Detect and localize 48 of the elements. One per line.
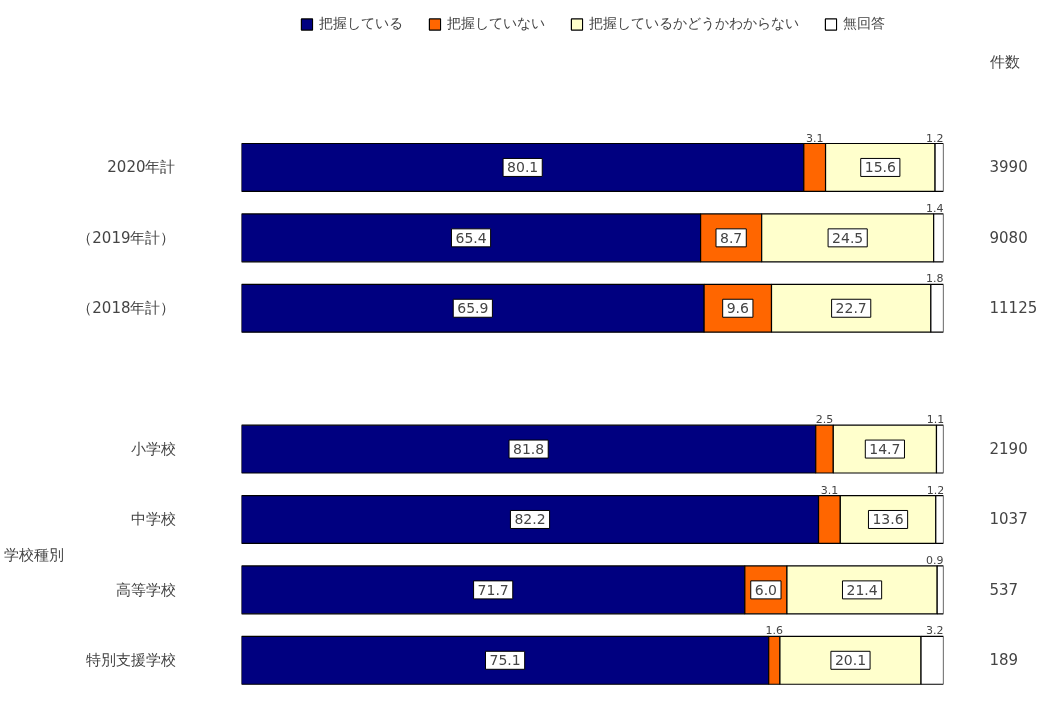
data-label: 15.6 xyxy=(864,159,896,176)
data-label: 1.2 xyxy=(926,483,945,497)
text: 537 xyxy=(989,580,1019,599)
data-label: 9.6 xyxy=(726,300,750,317)
data-label: 80.1 xyxy=(507,159,539,176)
text: 11125 xyxy=(989,299,1038,318)
data-label: 1.8 xyxy=(926,272,944,286)
data-label: 2.5 xyxy=(815,413,834,427)
data-label: 3.1 xyxy=(820,483,839,497)
y-tick-label: （2018年計） xyxy=(77,299,176,318)
legend-label: 把握しているかどうかわからない xyxy=(588,15,799,33)
data-label: 3.1 xyxy=(805,131,824,145)
data-label: 21.4 xyxy=(846,581,878,598)
text: 189 xyxy=(989,651,1019,670)
data-label: 3.2 xyxy=(926,624,944,638)
y-tick-label: 中学校 xyxy=(130,510,176,529)
data-label: 65.9 xyxy=(457,300,489,317)
text: 件数 xyxy=(989,52,1020,71)
y-tick-label: 特別支援学校 xyxy=(85,651,176,670)
data-label: 71.7 xyxy=(477,581,509,598)
data-label: 65.4 xyxy=(455,229,487,246)
text: 1037 xyxy=(989,510,1028,529)
data-label: 6.0 xyxy=(754,581,778,598)
data-label: 0.9 xyxy=(926,553,944,567)
text: 2190 xyxy=(989,440,1028,459)
text: 3990 xyxy=(989,158,1028,177)
data-label: 75.1 xyxy=(489,652,521,669)
data-label: 81.8 xyxy=(513,441,545,458)
legend-label: 把握している xyxy=(318,15,403,33)
data-label: 24.5 xyxy=(832,229,864,246)
data-label: 1.2 xyxy=(926,131,944,145)
data-label: 13.6 xyxy=(872,511,904,528)
data-label: 20.1 xyxy=(834,652,867,669)
legend-label: 把握していない xyxy=(446,15,545,33)
data-label: 8.7 xyxy=(720,229,743,246)
data-label: 1.1 xyxy=(926,413,945,427)
y-tick-label: 2020年計 xyxy=(107,158,176,177)
data-label: 1.6 xyxy=(765,624,784,638)
legend-label: 無回答 xyxy=(842,15,885,33)
data-label: 22.7 xyxy=(835,300,867,317)
data-label: 82.2 xyxy=(514,511,546,528)
data-label: 1.4 xyxy=(926,201,944,215)
y-tick-label: 小学校 xyxy=(130,440,176,459)
y-tick-label: （2019年計） xyxy=(77,228,176,247)
text: 学校種別 xyxy=(3,545,64,564)
text: 9080 xyxy=(989,228,1028,247)
y-tick-label: 高等学校 xyxy=(115,580,176,599)
data-label: 14.7 xyxy=(869,441,901,458)
